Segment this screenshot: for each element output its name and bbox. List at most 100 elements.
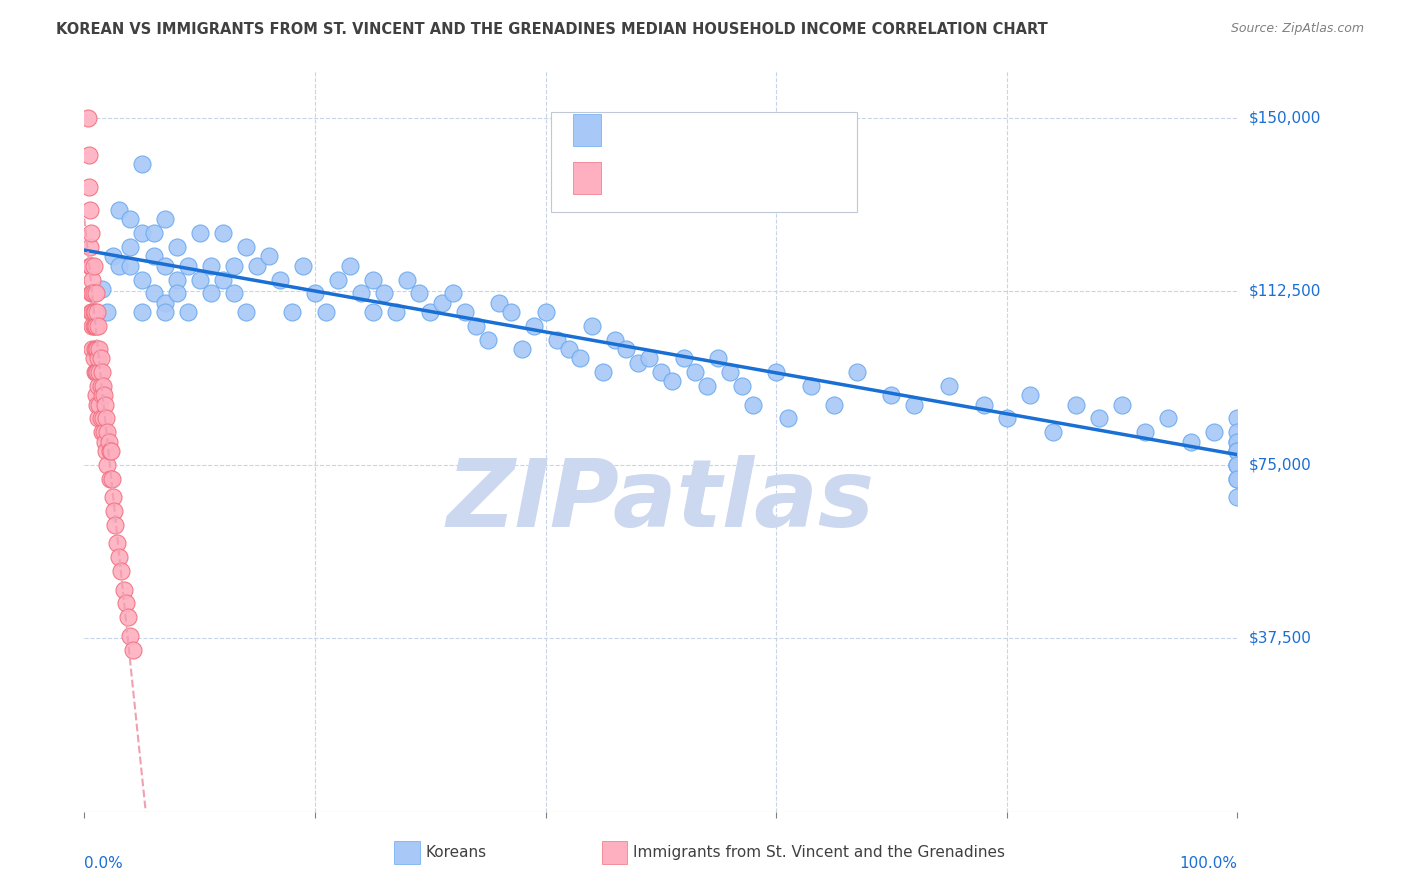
Point xyxy=(419,305,441,319)
Point xyxy=(84,342,107,356)
Point xyxy=(82,318,104,333)
Point xyxy=(177,259,200,273)
Point xyxy=(281,305,304,319)
Point xyxy=(546,333,568,347)
Point xyxy=(142,286,165,301)
Point xyxy=(120,240,142,254)
Point xyxy=(103,490,124,504)
Point xyxy=(86,365,108,379)
Point xyxy=(188,272,211,286)
Point xyxy=(304,286,326,301)
Point xyxy=(86,342,108,356)
Point xyxy=(224,259,246,273)
Point xyxy=(91,379,114,393)
Point xyxy=(84,318,107,333)
Point xyxy=(105,536,128,550)
Point xyxy=(87,351,110,366)
Point xyxy=(246,259,269,273)
Point xyxy=(938,379,960,393)
Point xyxy=(87,318,110,333)
Point xyxy=(1226,458,1249,472)
Point xyxy=(339,259,361,273)
Text: R =: R = xyxy=(614,122,648,137)
Point xyxy=(96,458,118,472)
Point xyxy=(84,286,107,301)
Point xyxy=(76,111,98,125)
Point xyxy=(1204,425,1226,440)
Point xyxy=(1226,425,1249,440)
Point xyxy=(627,356,650,370)
Point xyxy=(98,443,121,458)
Text: R =: R = xyxy=(614,170,648,186)
Point xyxy=(90,365,112,379)
FancyBboxPatch shape xyxy=(574,161,600,194)
Point xyxy=(87,411,110,425)
FancyBboxPatch shape xyxy=(602,840,627,864)
Point xyxy=(800,379,823,393)
Point xyxy=(441,286,464,301)
Point xyxy=(89,398,111,412)
Text: -0.188: -0.188 xyxy=(661,170,716,186)
Point xyxy=(142,250,165,264)
Point xyxy=(1180,434,1202,449)
Point xyxy=(661,375,683,389)
Point xyxy=(696,379,718,393)
Point xyxy=(86,305,108,319)
Point xyxy=(83,318,105,333)
Point xyxy=(499,305,522,319)
Point xyxy=(1226,471,1249,485)
Point xyxy=(1226,434,1249,449)
Point xyxy=(83,305,105,319)
Point xyxy=(685,365,707,379)
Point xyxy=(257,250,280,264)
Text: ZIPatlas: ZIPatlas xyxy=(447,455,875,547)
Point xyxy=(166,272,188,286)
Point xyxy=(89,411,111,425)
Point xyxy=(765,365,787,379)
Point xyxy=(1133,425,1156,440)
Point xyxy=(82,342,104,356)
Point xyxy=(638,351,661,366)
Point xyxy=(83,259,105,273)
Point xyxy=(96,411,118,425)
Point xyxy=(614,342,637,356)
Point xyxy=(776,411,799,425)
Point xyxy=(131,157,153,171)
Point xyxy=(115,597,138,611)
Point xyxy=(1226,411,1249,425)
Text: 100.0%: 100.0% xyxy=(1180,856,1237,871)
Point xyxy=(603,333,626,347)
Text: KOREAN VS IMMIGRANTS FROM ST. VINCENT AND THE GRENADINES MEDIAN HOUSEHOLD INCOME: KOREAN VS IMMIGRANTS FROM ST. VINCENT AN… xyxy=(56,22,1047,37)
Point xyxy=(200,286,222,301)
Point xyxy=(84,365,107,379)
Point xyxy=(569,351,592,366)
Point xyxy=(211,227,233,241)
Point xyxy=(131,305,153,319)
FancyBboxPatch shape xyxy=(395,840,420,864)
Point xyxy=(269,272,291,286)
Point xyxy=(718,365,741,379)
Point xyxy=(98,471,121,485)
Point xyxy=(224,286,246,301)
Point xyxy=(79,259,101,273)
Point xyxy=(166,286,188,301)
Point xyxy=(707,351,730,366)
Point xyxy=(80,227,103,241)
Point xyxy=(1064,398,1087,412)
Point xyxy=(89,351,111,366)
Point xyxy=(84,388,107,402)
Point xyxy=(79,203,101,218)
Text: -0.275: -0.275 xyxy=(661,122,716,137)
Point xyxy=(94,398,117,412)
Point xyxy=(512,342,534,356)
Point xyxy=(120,212,142,227)
Point xyxy=(103,504,125,518)
Point xyxy=(90,425,112,440)
Point xyxy=(80,259,103,273)
Point xyxy=(373,286,395,301)
Point xyxy=(1018,388,1040,402)
Point xyxy=(650,365,672,379)
Point xyxy=(1226,458,1249,472)
Text: $150,000: $150,000 xyxy=(1249,110,1320,125)
Point xyxy=(430,295,453,310)
